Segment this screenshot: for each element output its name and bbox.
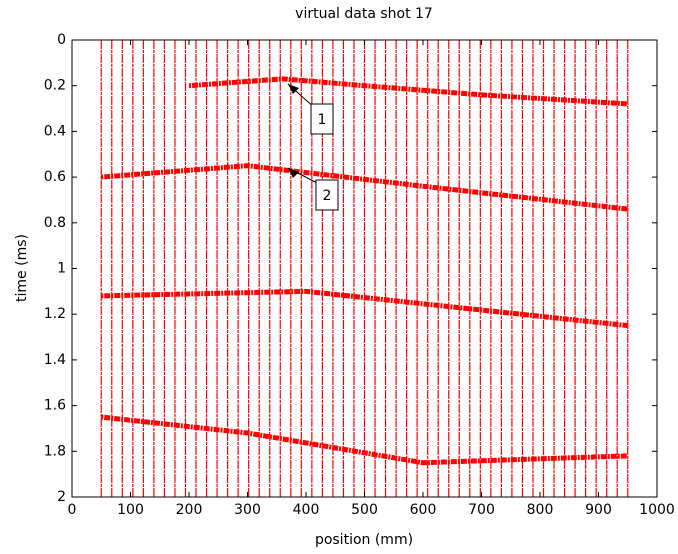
reflection-event — [101, 288, 629, 329]
x-axis-label: position (mm) — [315, 532, 413, 548]
annotation-arrowhead — [288, 84, 299, 94]
y-tick-label: 2 — [57, 489, 66, 505]
y-tick-label: 0 — [57, 32, 66, 48]
x-tick-label: 400 — [293, 502, 320, 518]
x-tick-label: 700 — [468, 502, 495, 518]
y-tick-label: 0.8 — [44, 215, 66, 231]
y-tick-label: 1 — [57, 261, 66, 277]
annotation-label: 1 — [318, 112, 327, 128]
reflection-event — [101, 163, 629, 212]
x-tick-label: 900 — [585, 502, 612, 518]
reflection-event — [100, 414, 628, 466]
y-tick-label: 0.2 — [44, 78, 66, 94]
x-tick-label: 300 — [234, 502, 261, 518]
annotation-label: 2 — [323, 188, 332, 204]
x-tick-label: 500 — [351, 502, 378, 518]
reflection-event — [188, 76, 628, 107]
y-tick-label: 1.4 — [44, 352, 66, 368]
annotation-arrowhead — [288, 168, 299, 178]
y-tick-label: 0.6 — [44, 169, 66, 185]
x-tick-label: 0 — [68, 502, 77, 518]
y-tick-label: 1.6 — [44, 398, 66, 414]
annotation-box — [315, 179, 339, 211]
y-tick-label: 1.2 — [44, 306, 66, 322]
x-tick-label: 800 — [527, 502, 554, 518]
x-tick-label: 1000 — [639, 502, 675, 518]
x-tick-label: 200 — [176, 502, 203, 518]
x-tick-label: 100 — [117, 502, 144, 518]
y-axis-label: time (ms) — [14, 234, 30, 302]
x-tick-label: 600 — [410, 502, 437, 518]
annotation-box — [310, 103, 334, 135]
y-tick-label: 0.4 — [44, 123, 66, 139]
y-tick-label: 1.8 — [44, 443, 66, 459]
chart-title: virtual data shot 17 — [295, 6, 433, 22]
